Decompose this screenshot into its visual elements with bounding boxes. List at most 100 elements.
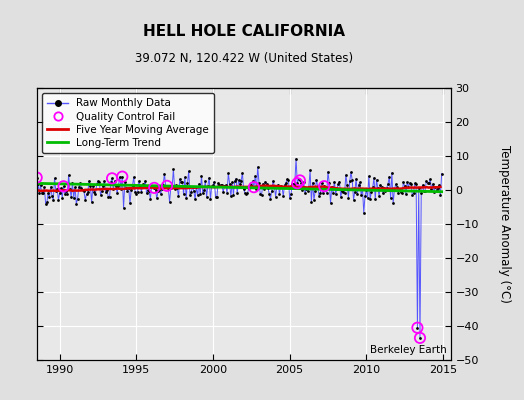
Point (338, 187, 346, 194)
Point (247, 182, 256, 188)
Point (280, 182, 289, 188)
Point (315, 193, 323, 199)
Point (407, 181, 415, 188)
Point (297, 180, 305, 186)
Point (379, 190, 387, 196)
Point (228, 179, 236, 186)
Point (109, 186, 117, 192)
Point (210, 178, 219, 185)
Point (239, 186, 248, 192)
Point (386, 195, 395, 201)
Point (356, 179, 364, 186)
Point (427, 186, 435, 192)
Point (216, 182, 225, 189)
Point (385, 174, 394, 180)
Point (173, 185, 181, 191)
Point (209, 182, 217, 189)
Point (241, 190, 249, 196)
Point (339, 188, 347, 195)
Point (416, 335, 424, 341)
Point (39, 190, 47, 196)
Point (72, 200, 81, 207)
Point (272, 183, 281, 189)
Point (50, 175, 59, 182)
Point (364, 194, 372, 201)
Point (278, 184, 286, 190)
Point (52, 188, 60, 194)
Point (417, 190, 425, 197)
Point (86, 183, 94, 189)
Point (402, 191, 410, 197)
Point (169, 166, 178, 172)
Point (316, 190, 324, 196)
Point (68, 180, 77, 186)
Point (34, 180, 42, 187)
Point (49, 196, 58, 203)
Point (206, 196, 215, 203)
Point (47, 184, 55, 190)
Point (326, 200, 335, 206)
Point (288, 180, 297, 187)
Point (416, 335, 424, 341)
Point (73, 196, 82, 202)
Point (232, 176, 240, 182)
Point (177, 179, 185, 185)
Point (141, 178, 149, 184)
Point (118, 174, 126, 180)
Point (252, 186, 260, 192)
Point (208, 183, 216, 189)
Point (365, 173, 373, 179)
Point (284, 176, 292, 183)
Point (394, 190, 402, 197)
Point (95, 178, 103, 185)
Point (166, 199, 174, 205)
Point (215, 182, 224, 188)
Point (90, 188, 99, 195)
Point (202, 194, 211, 200)
Point (158, 186, 166, 192)
Point (172, 182, 180, 189)
Point (259, 180, 267, 187)
Point (430, 188, 438, 195)
Point (96, 192, 105, 198)
Point (106, 179, 115, 186)
Text: HELL HOLE CALIFORNIA: HELL HOLE CALIFORNIA (143, 24, 345, 39)
Point (246, 182, 254, 188)
Point (155, 187, 163, 194)
Point (400, 183, 409, 189)
Point (32, 174, 41, 181)
Point (56, 190, 64, 196)
Point (233, 190, 242, 197)
Point (200, 187, 208, 193)
Point (59, 183, 68, 190)
Point (32, 174, 41, 181)
Point (54, 196, 62, 203)
Point (149, 183, 157, 189)
Point (413, 324, 422, 331)
Point (275, 191, 283, 197)
Point (329, 190, 337, 196)
Point (367, 188, 376, 195)
Point (270, 182, 279, 189)
Point (411, 180, 419, 186)
Point (168, 184, 176, 190)
Point (25, 182, 33, 189)
Point (322, 190, 331, 196)
Point (176, 176, 184, 182)
Point (44, 190, 52, 197)
Point (260, 186, 268, 192)
Point (114, 182, 123, 189)
Point (370, 174, 378, 181)
Point (67, 194, 75, 200)
Point (348, 177, 356, 184)
Point (62, 188, 70, 194)
Point (399, 179, 408, 186)
Point (36, 182, 45, 188)
Point (313, 184, 322, 190)
Point (375, 193, 383, 199)
Point (274, 181, 282, 188)
Point (390, 187, 399, 193)
Point (105, 194, 114, 201)
Point (126, 200, 134, 206)
Point (293, 180, 301, 186)
